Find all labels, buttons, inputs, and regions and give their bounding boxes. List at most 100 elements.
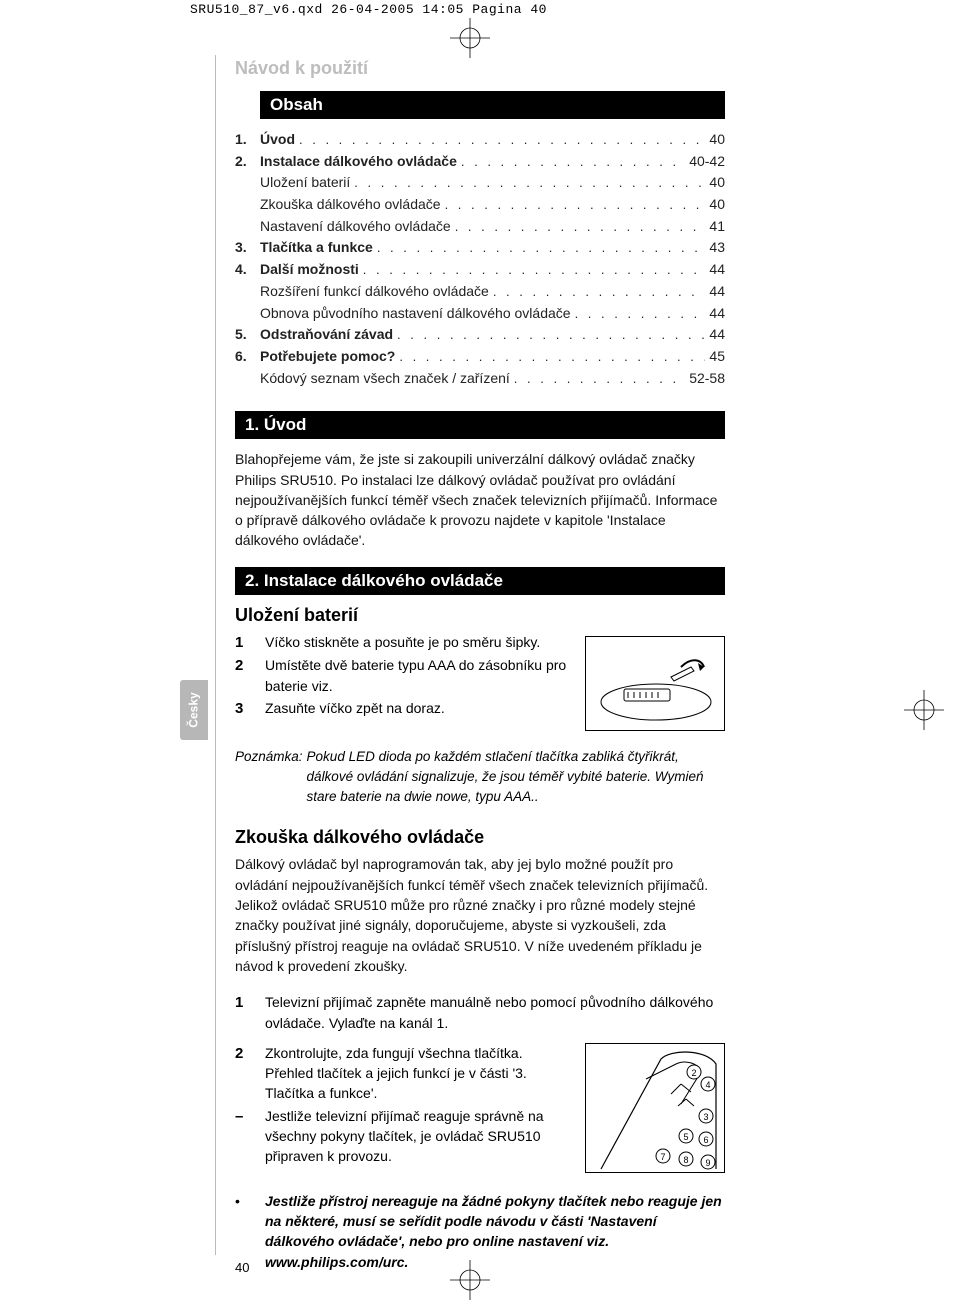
page-content: Návod k použití Obsah 1.Úvod402.Instalac… [235, 58, 725, 1274]
toc-page: 44 [705, 259, 725, 281]
step-row: 1Víčko stiskněte a posuňte je po směru š… [235, 632, 571, 654]
toc-page: 44 [705, 281, 725, 303]
document-page: SRU510_87_v6.qxd 26-04-2005 14:05 Pagina… [0, 0, 954, 1305]
toc-row: 6.Potřebujete pomoc? 45 [235, 346, 725, 368]
toc-label: Uložení baterií [260, 172, 354, 194]
svg-text:9: 9 [705, 1158, 710, 1168]
heading-section-2: 2. Instalace dálkového ovládače [235, 567, 725, 595]
step-row: 3Zasuňte víčko zpět na doraz. [235, 698, 571, 720]
toc-row: Rozšíření funkcí dálkového ovládače 44 [235, 281, 725, 303]
toc-label: Kódový seznam všech značek / zařízení [260, 368, 514, 390]
step-text: Zkontrolujte, zda fungují všechna tlačít… [265, 1043, 571, 1104]
toc-leader-dots [445, 194, 706, 216]
subheading-zkouska: Zkouška dálkového ovládače [235, 827, 725, 848]
toc-page: 40 [705, 172, 725, 194]
note-block: Poznámka: Pokud LED dioda po každém stla… [235, 747, 725, 808]
step-text: Zasuňte víčko zpět na doraz. [265, 698, 571, 720]
toc-row: 2.Instalace dálkového ovládače40-42 [235, 151, 725, 173]
toc-row: 4.Další možnosti 44 [235, 259, 725, 281]
step-text: Televizní přijímač zapněte manuálně nebo… [265, 992, 725, 1033]
note-label: Poznámka: [235, 747, 307, 808]
step-row: 2Umístěte dvě baterie typu AAA do zásobn… [235, 655, 571, 696]
battery-illustration [585, 636, 725, 731]
note-body: Pokud LED dioda po každém stlačení tlačí… [307, 747, 725, 808]
toc-row: 3.Tlačítka a funkce 43 [235, 237, 725, 259]
test-steps-block: 2 Zkontrolujte, zda fungují všechna tlač… [235, 1043, 725, 1173]
toc-number: 3. [235, 237, 260, 259]
toc-leader-dots [397, 324, 705, 346]
toc-leader-dots [514, 368, 685, 390]
toc-leader-dots [493, 281, 706, 303]
step-number: 3 [235, 698, 265, 720]
step-number: 2 [235, 655, 265, 696]
toc-leader-dots [363, 259, 706, 281]
toc-leader-dots [377, 237, 706, 259]
toc-label: Instalace dálkového ovládače [260, 151, 461, 173]
toc-number: 4. [235, 259, 260, 281]
svg-text:8: 8 [683, 1155, 688, 1165]
section1-body: Blahopřejeme vám, že jste si zakoupili u… [235, 449, 725, 550]
zkouska-body: Dálkový ovládač byl naprogramován tak, a… [235, 854, 725, 976]
table-of-contents: 1.Úvod402.Instalace dálkového ovládače40… [235, 129, 725, 389]
test-step-1-block: 1 Televizní přijímač zapněte manuálně ne… [235, 992, 725, 1033]
toc-leader-dots [575, 303, 706, 325]
toc-row: Uložení baterií 40 [235, 172, 725, 194]
toc-leader-dots [461, 151, 685, 173]
language-tab: Česky [180, 680, 208, 740]
toc-leader-dots [455, 216, 706, 238]
toc-leader-dots [399, 346, 705, 368]
toc-row: Nastavení dálkového ovládače 41 [235, 216, 725, 238]
svg-text:5: 5 [683, 1132, 688, 1142]
step-text: Víčko stiskněte a posuňte je po směru ši… [265, 632, 571, 654]
qxd-filename-header: SRU510_87_v6.qxd 26-04-2005 14:05 Pagina… [190, 2, 547, 17]
toc-number: 1. [235, 129, 260, 151]
toc-number: 5. [235, 324, 260, 346]
toc-number: 2. [235, 151, 260, 173]
toc-row: 1.Úvod40 [235, 129, 725, 151]
toc-leader-dots [354, 172, 705, 194]
toc-page: 43 [705, 237, 725, 259]
toc-page: 52-58 [685, 368, 725, 390]
toc-page: 44 [705, 303, 725, 325]
toc-label: Rozšíření funkcí dálkového ovládače [260, 281, 493, 303]
battery-steps-list: 1Víčko stiskněte a posuňte je po směru š… [235, 632, 571, 722]
toc-label: Odstraňování závad [260, 324, 397, 346]
remote-illustration: 2 4 3 5 6 7 8 9 [585, 1043, 725, 1173]
toc-page: 41 [705, 216, 725, 238]
trim-line [215, 55, 216, 1255]
manual-title: Návod k použití [235, 58, 725, 79]
step-dash: – [235, 1106, 265, 1167]
step-text: Umístěte dvě baterie typu AAA do zásobní… [265, 655, 571, 696]
battery-steps-block: 1Víčko stiskněte a posuňte je po směru š… [235, 632, 725, 731]
toc-label: Potřebujete pomoc? [260, 346, 399, 368]
toc-label: Nastavení dálkového ovládače [260, 216, 455, 238]
step-number: 1 [235, 632, 265, 654]
toc-row: Zkouška dálkového ovládače 40 [235, 194, 725, 216]
toc-row: 5.Odstraňování závad 44 [235, 324, 725, 346]
page-number: 40 [235, 1260, 249, 1275]
svg-text:2: 2 [691, 1068, 696, 1078]
svg-text:6: 6 [703, 1135, 708, 1145]
toc-page: 45 [705, 346, 725, 368]
warning-text: Jestliže přístroj nereaguje na žádné pok… [265, 1191, 725, 1272]
svg-text:7: 7 [660, 1152, 665, 1162]
step-text: Jestliže televizní přijímač reaguje sprá… [265, 1106, 571, 1167]
toc-row: Kódový seznam všech značek / zařízení 52-… [235, 368, 725, 390]
warning-bullet-block: • Jestliže přístroj nereaguje na žádné p… [235, 1191, 725, 1272]
toc-page: 40 [705, 129, 725, 151]
toc-page: 40 [705, 194, 725, 216]
registration-mark-side [904, 690, 944, 730]
toc-page: 44 [705, 324, 725, 346]
toc-label: Zkouška dálkového ovládače [260, 194, 445, 216]
subheading-ulozeni-baterii: Uložení baterií [235, 605, 725, 626]
toc-row: Obnova původního nastavení dálkového ovl… [235, 303, 725, 325]
toc-number: 6. [235, 346, 260, 368]
svg-text:4: 4 [705, 1080, 710, 1090]
heading-obsah: Obsah [260, 91, 725, 119]
language-tab-label: Česky [187, 692, 201, 727]
toc-label: Další možnosti [260, 259, 363, 281]
test-steps-list: 2 Zkontrolujte, zda fungují všechna tlač… [235, 1043, 571, 1169]
step-number: 1 [235, 992, 265, 1033]
toc-label: Tlačítka a funkce [260, 237, 377, 259]
toc-label: Obnova původního nastavení dálkového ovl… [260, 303, 575, 325]
